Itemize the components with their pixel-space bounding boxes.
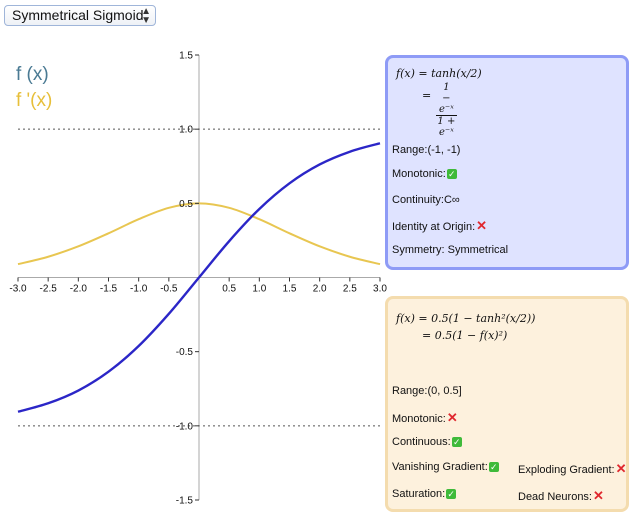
f-curve — [17, 142, 381, 413]
x-tick-label: 2.5 — [343, 284, 357, 295]
derivative-range-label: Range:(0, 0.5] — [392, 385, 462, 397]
x-tick-label: -2.5 — [40, 284, 58, 295]
y-tick-label: 0.5 — [179, 199, 193, 210]
dead-neurons-property: Dead Neurons:✕ — [518, 488, 604, 504]
x-tick-label: -3.0 — [9, 284, 27, 295]
cross-icon: ✕ — [593, 488, 604, 503]
x-tick-label: -0.5 — [160, 284, 178, 295]
dead-neurons-label: Dead Neurons: — [518, 491, 592, 503]
range-label: Range:(-1, -1) — [392, 144, 461, 156]
x-tick-label: 3.0 — [373, 284, 387, 295]
identity-property: Identity at Origin:✕ — [392, 218, 487, 234]
updown-arrows-icon: ▲ ▼ — [141, 6, 151, 26]
derivative-formula-line2: = 0.5(1 − f(x)²) — [422, 329, 508, 342]
exploding-gradient-label: Exploding Gradient: — [518, 464, 615, 476]
check-icon: ✓ — [451, 437, 462, 447]
activation-function-select-value: Symmetrical Sigmoid — [12, 7, 144, 23]
x-tick-label: 1.0 — [252, 284, 266, 295]
y-tick-label: 1.5 — [179, 51, 193, 62]
function-formula-numerator: 1 − e⁻ˣ — [436, 82, 457, 116]
function-formula-equals: = — [422, 89, 432, 102]
vanishing-gradient-label: Vanishing Gradient: — [392, 461, 488, 473]
saturation-label: Saturation: — [392, 488, 446, 500]
derivative-formula-line1: f(x) = 0.5(1 − tanh²(x/2)) — [396, 312, 536, 325]
y-tick-label: -0.5 — [176, 347, 194, 358]
function-formula-fraction: 1 − e⁻ˣ 1 + e⁻ˣ — [436, 82, 457, 138]
continuous-label: Continuous: — [392, 436, 451, 448]
identity-label: Identity at Origin: — [392, 221, 476, 233]
function-formula-line1: f(x) = tanh(x/2) — [396, 67, 482, 80]
vanishing-gradient-property: Vanishing Gradient: ✓ — [392, 461, 499, 473]
x-tick-label: -1.5 — [100, 284, 118, 295]
x-tick-label: 0.5 — [222, 284, 236, 295]
continuity-label: Continuity:C∞ — [392, 194, 460, 206]
function-formula-denominator: 1 + e⁻ˣ — [437, 116, 456, 138]
derivative-monotonic-label: Monotonic: — [392, 413, 446, 425]
x-tick-label: 2.0 — [313, 284, 327, 295]
function-properties-panel: f(x) = tanh(x/2) = 1 − e⁻ˣ 1 + e⁻ˣ Range… — [385, 55, 629, 270]
cross-icon: ✕ — [476, 218, 488, 233]
cross-icon: ✕ — [615, 461, 627, 476]
saturation-property: Saturation: ✓ — [392, 488, 457, 500]
monotonic-property: Monotonic: ✓ — [392, 168, 457, 180]
legend-df: f '(x) — [16, 90, 53, 111]
activation-function-select[interactable]: Symmetrical Sigmoid ▲ ▼ — [4, 5, 156, 26]
derivative-properties-panel: f(x) = 0.5(1 − tanh²(x/2)) = 0.5(1 − f(x… — [385, 296, 629, 512]
check-icon: ✓ — [488, 462, 499, 472]
x-tick-label: -1.0 — [130, 284, 148, 295]
legend-f: f (x) — [16, 64, 49, 85]
monotonic-label: Monotonic: — [392, 168, 446, 180]
x-tick-label: -2.0 — [70, 284, 88, 295]
symmetry-label: Symmetry: Symmetrical — [392, 244, 509, 256]
y-tick-label: -1.5 — [176, 496, 194, 507]
y-tick-label: -1.0 — [176, 421, 194, 432]
derivative-monotonic-property: Monotonic:✕ — [392, 410, 458, 426]
check-icon: ✓ — [446, 169, 457, 179]
check-icon: ✓ — [446, 489, 457, 499]
y-tick-label: 1.0 — [179, 125, 193, 136]
exploding-gradient-property: Exploding Gradient:✕ — [518, 461, 627, 477]
cross-icon: ✕ — [446, 410, 458, 425]
x-tick-label: 1.5 — [283, 284, 297, 295]
continuous-property: Continuous: ✓ — [392, 436, 462, 448]
